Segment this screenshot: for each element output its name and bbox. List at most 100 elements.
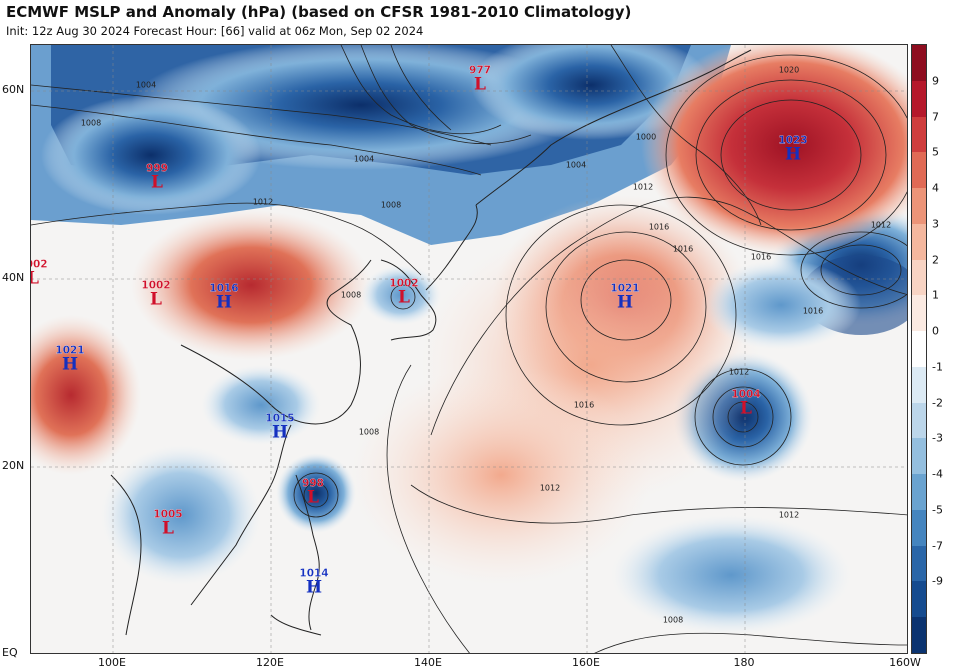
isobar-label: 1004	[565, 160, 587, 170]
system-type: L	[31, 269, 48, 287]
isobar-label: 1008	[340, 290, 362, 300]
colorbar-tick-label: -1	[932, 360, 943, 374]
high-pressure-center: 1021 H	[610, 283, 639, 311]
isobar-label: 1012	[728, 367, 750, 377]
system-pressure: 999	[146, 162, 168, 175]
system-pressure: 998	[302, 477, 324, 490]
colorbar-segment	[912, 366, 926, 403]
system-pressure: 1002	[389, 277, 419, 290]
isobar-label: 1008	[358, 427, 380, 437]
lon-label: 120E	[256, 656, 284, 669]
lat-label: 20N	[2, 459, 25, 472]
isobar-label: 1016	[672, 244, 694, 254]
colorbar-segment	[912, 617, 926, 653]
colorbar-segment	[912, 295, 926, 331]
lon-label: 140E	[414, 656, 442, 669]
lat-label: 60N	[2, 83, 25, 96]
system-type: H	[616, 291, 634, 312]
colorbar-segment	[912, 545, 926, 582]
colorbar-tick-label: -3	[932, 431, 943, 445]
high-pressure-center: 1023 H	[778, 135, 807, 163]
low-pressure-center: 999 L	[146, 163, 168, 191]
colorbar-segment	[912, 509, 926, 546]
coastlines	[110, 49, 752, 636]
lon-label: 180	[733, 656, 755, 669]
colorbar-segment	[912, 45, 926, 81]
colorbar-tick-label: 7	[932, 110, 939, 124]
system-type: H	[784, 143, 802, 164]
colorbar-tick-label: 3	[932, 217, 939, 231]
colorbar-tick-label: 0	[932, 324, 939, 338]
high-pressure-center: 1016 H	[209, 283, 238, 311]
low-pressure-center: 998 L	[302, 478, 324, 506]
colorbar-segment	[912, 402, 926, 439]
system-pressure: 1002	[141, 279, 171, 292]
system-pressure: 1014	[299, 567, 329, 580]
isobar-label: 1008	[380, 200, 402, 210]
colorbar-tick-label: -7	[932, 539, 943, 553]
system-type: L	[740, 397, 752, 418]
isobar-label: 1000	[635, 132, 657, 142]
colorbar-segment	[912, 474, 926, 510]
isobar-label: 1016	[648, 222, 670, 232]
system-pressure: 1021	[610, 282, 640, 295]
colorbar-segment	[912, 116, 926, 153]
colorbar-tick-label: 9	[932, 74, 939, 88]
colorbar-segment	[912, 152, 926, 188]
anomaly-colorbar	[911, 44, 927, 654]
system-pressure: 1021	[55, 344, 85, 357]
isobar-label: 1016	[573, 400, 595, 410]
low-pressure-center: 1004 L	[731, 389, 760, 417]
isobar-label: 1012	[778, 510, 800, 520]
high-pressure-center: 1015 H	[265, 413, 294, 441]
map-panel[interactable]: 1004 1008 1004 1000 1004 1008 1012 1016 …	[30, 44, 908, 654]
low-pressure-center: 977 L	[469, 65, 491, 93]
lon-label: 100E	[98, 656, 126, 669]
colorbar-segment	[912, 438, 926, 474]
system-type: H	[305, 576, 323, 597]
system-pressure: 1023	[778, 134, 808, 147]
system-type: L	[150, 288, 162, 309]
system-type: H	[61, 353, 79, 374]
low-pressure-center: 1002 L	[31, 258, 48, 287]
isobars	[31, 45, 907, 653]
high-pressure-center: 1021 H	[55, 345, 84, 373]
colorbar-segment	[912, 223, 926, 260]
colorbar-tick-label: 4	[932, 181, 939, 195]
isobar-label: 1012	[632, 182, 654, 192]
map-subtitle: Init: 12z Aug 30 2024 Forecast Hour: [66…	[6, 24, 424, 38]
colorbar-tick-label: 1	[932, 288, 939, 302]
lat-label: 40N	[2, 271, 25, 284]
system-type: H	[215, 291, 233, 312]
isobar-label: 1004	[135, 80, 157, 90]
isobar-label: 1012	[252, 197, 274, 207]
graticule	[31, 45, 907, 653]
lon-label: 160W	[889, 656, 921, 669]
high-pressure-center: 1014 H	[299, 568, 328, 596]
isobar-label: 1016	[802, 306, 824, 316]
system-type: L	[162, 517, 174, 538]
system-type: H	[271, 421, 289, 442]
lon-label: 160E	[572, 656, 600, 669]
system-pressure: 1004	[731, 388, 761, 401]
colorbar-segment	[912, 80, 926, 117]
isobar-label: 1008	[662, 615, 684, 625]
isobar-label: 1012	[539, 483, 561, 493]
system-type: L	[398, 286, 410, 307]
colorbar-segment	[912, 331, 926, 367]
system-pressure: 1005	[153, 508, 183, 521]
isobar-label: 1008	[80, 118, 102, 128]
colorbar-segment	[912, 581, 926, 617]
map-title: ECMWF MSLP and Anomaly (hPa) (based on C…	[6, 3, 632, 21]
system-pressure: 1002	[31, 258, 48, 271]
isobar-label: 1020	[778, 65, 800, 75]
colorbar-tick-label: 5	[932, 145, 939, 159]
system-pressure: 1016	[209, 282, 239, 295]
system-type: L	[474, 73, 486, 94]
lat-label: EQ	[2, 646, 18, 659]
low-pressure-center: 1002 L	[141, 280, 170, 308]
colorbar-tick-label: -9	[932, 574, 943, 588]
map-canvas	[31, 45, 907, 653]
system-type: L	[307, 486, 319, 507]
colorbar-tick-label: -2	[932, 396, 943, 410]
